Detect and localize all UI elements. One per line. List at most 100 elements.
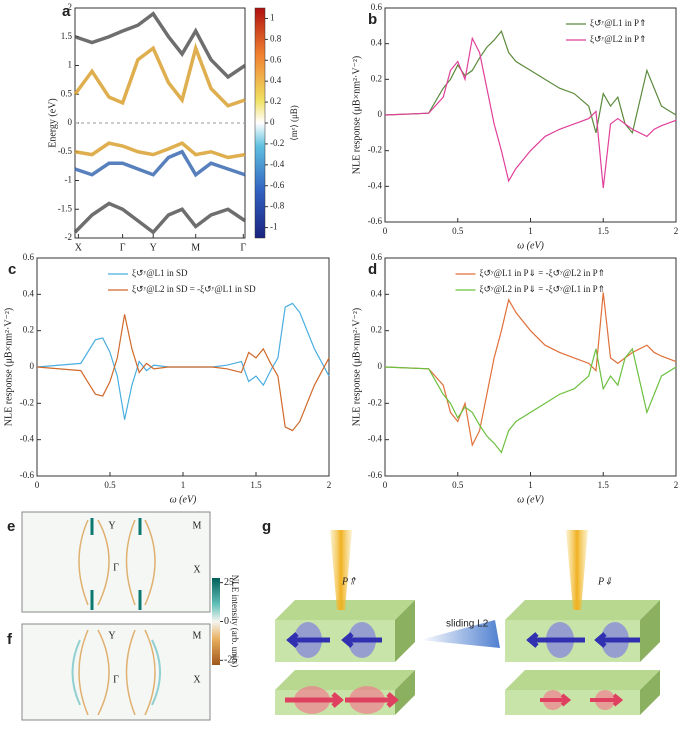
y-tick-label: 0.4 [371, 38, 383, 48]
y-tick-label: 0.6 [23, 252, 35, 262]
y-axis-label: NLE response (μB×nm²·V⁻²) [351, 308, 362, 426]
x-tick-label: 0 [383, 480, 388, 490]
feature [78, 629, 156, 716]
x-tick-label: Γ [240, 242, 246, 253]
arrow [286, 632, 382, 648]
panel-label: e [7, 518, 15, 535]
y-tick-label: -0.6 [20, 470, 35, 480]
light-beam [566, 530, 588, 610]
point-label: Y [108, 520, 115, 531]
state-label: P⇓ [597, 576, 613, 587]
slab [275, 670, 415, 690]
colorbar-tick-label: -0.4 [270, 159, 285, 169]
x-tick-label: 0 [383, 226, 388, 236]
diagram: g P⇑ sliding L2 P⇓ [262, 518, 660, 715]
x-tick-label: 1.5 [598, 226, 610, 236]
series-line [74, 141, 246, 160]
heatmap-frame [21, 623, 211, 721]
y-tick-label: 0.4 [371, 288, 383, 298]
legend-label: ξ↺ʸ@L2 in SD = -ξ↺ʸ@L1 in SD [132, 284, 256, 294]
colorbar-tick-label: 25 [224, 577, 234, 588]
arrow [285, 692, 399, 708]
y-tick-label: 0 [30, 361, 35, 371]
x-tick-label: M [191, 242, 200, 253]
slab [395, 600, 415, 662]
slide-label: sliding L2 [446, 619, 489, 630]
panel-label: f [7, 631, 13, 648]
x-tick-label: 1 [181, 480, 186, 490]
y-tick-label: -0.6 [368, 216, 383, 226]
y-tick-label: -0.4 [368, 434, 383, 444]
y-tick-label: -1.5 [58, 203, 73, 213]
x-tick-label: 0.5 [452, 480, 464, 490]
arrow [540, 693, 624, 707]
colorbar-tick-label: -0.2 [270, 138, 284, 148]
colorbar-tick-label: -1 [270, 222, 278, 232]
point-label: Γ [113, 674, 119, 685]
series-line [73, 201, 246, 235]
colorbar-tick-label: 0.8 [270, 33, 282, 43]
y-tick-label: 0.2 [371, 73, 382, 83]
colorbar [212, 578, 220, 665]
x-tick-label: 0.5 [452, 226, 464, 236]
x-axis-label: ω (eV) [517, 240, 544, 251]
y-axis-label: Energy (eV) [47, 98, 58, 148]
heatmap-e: e Y M Γ X [7, 511, 211, 613]
x-tick-label: Γ [120, 242, 126, 253]
y-tick-label: -2 [65, 232, 73, 242]
x-tick-label: 2 [674, 226, 679, 236]
y-tick-label: 0 [378, 361, 383, 371]
legend-label: ξ↺ʸ@L1 in P⇓ = -ξ↺ʸ@L2 in P⇑ [480, 268, 606, 278]
series-line [74, 11, 246, 80]
y-tick-label: -1 [65, 175, 73, 185]
colorbar [254, 7, 266, 239]
feature [78, 519, 156, 606]
x-tick-label: 1 [528, 480, 533, 490]
x-tick-label: 0.5 [104, 480, 116, 490]
colorbar-tick-label: -0.8 [270, 201, 285, 211]
y-tick-label: -0.2 [368, 145, 382, 155]
y-tick-label: -0.4 [368, 180, 383, 190]
y-axis-label: NLE response (μB×nm²·V⁻²) [351, 56, 362, 174]
colorbar-tick-label: 0.4 [270, 75, 282, 85]
arrow [526, 632, 640, 648]
y-axis-label: NLE response (μB×nm²·V⁻²) [3, 308, 14, 426]
slab [640, 670, 660, 715]
series-line [36, 302, 330, 420]
y-tick-label: 1.5 [61, 31, 73, 41]
panel-label: d [368, 261, 377, 278]
x-tick-label: 2 [674, 480, 679, 490]
y-tick-label: 0.2 [371, 325, 382, 335]
light-beam [330, 530, 352, 610]
series-line [36, 314, 330, 432]
colorbar-tick-label: 0.2 [270, 96, 281, 106]
x-axis-label: ω (eV) [517, 494, 544, 505]
y-tick-label: 0.2 [23, 325, 34, 335]
feature [90, 518, 142, 610]
point-label: Y [108, 630, 115, 641]
y-tick-label: 0 [68, 117, 73, 127]
y-tick-label: 0 [378, 109, 383, 119]
colorbar-label: ⟨mᶻ⟩ (μB) [289, 105, 299, 141]
colorbar-tick-label: 0.6 [270, 54, 282, 64]
panel-label: g [262, 518, 271, 535]
slab [395, 670, 415, 715]
legend-label: ξ↺ʸ@L2 in P⇓ = -ξ↺ʸ@L1 in P⇑ [480, 284, 606, 294]
y-tick-label: -0.4 [20, 434, 35, 444]
x-tick-label: Y [150, 242, 157, 253]
legend-label: ξ↺ʸ@L1 in P⇑ [590, 18, 647, 28]
colorbar-tick-label: -25 [224, 655, 237, 666]
y-tick-label: -0.2 [20, 397, 34, 407]
heatmap-frame [21, 511, 211, 613]
y-tick-label: 0.5 [61, 88, 73, 98]
legend-label: ξ↺ʸ@L1 in SD [132, 268, 188, 278]
series-line [74, 149, 246, 178]
x-tick-label: 1.5 [598, 480, 610, 490]
point-label: X [193, 564, 201, 575]
state-label: P⇑ [341, 576, 357, 587]
panel-label: c [8, 261, 16, 278]
slab [505, 600, 660, 620]
series-line [384, 29, 677, 135]
x-axis-label: ω (eV) [170, 494, 197, 505]
